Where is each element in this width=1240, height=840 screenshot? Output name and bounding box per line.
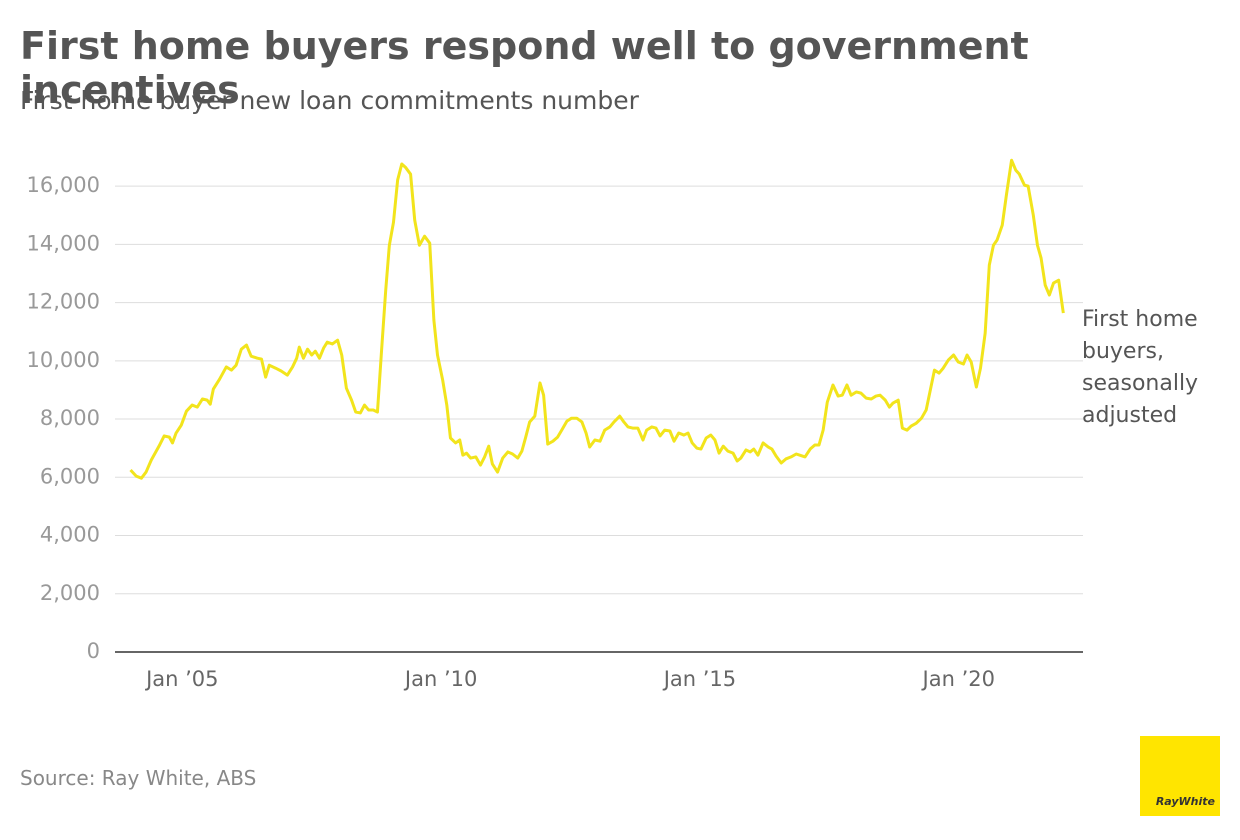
- x-tick-label: Jan ’05: [144, 667, 218, 691]
- logo: RayWhite: [1140, 736, 1220, 816]
- chart-subtitle: First home buyer new loan commitments nu…: [20, 86, 639, 115]
- y-tick-label: 16,000: [27, 173, 100, 197]
- series-line: [129, 158, 1065, 480]
- series-label: First home buyers, seasonally adjusted: [1082, 307, 1199, 428]
- y-tick-label: 14,000: [27, 231, 100, 255]
- y-tick-label: 4,000: [40, 523, 100, 547]
- y-tick-label: 2,000: [40, 581, 100, 605]
- y-tick-label: 10,000: [27, 348, 100, 372]
- logo-text: RayWhite: [1155, 795, 1215, 808]
- x-tick-label: Jan ’10: [403, 667, 477, 691]
- y-tick-label: 8,000: [40, 406, 100, 430]
- source-note: Source: Ray White, ABS: [20, 766, 257, 790]
- y-tick-label: 6,000: [40, 464, 100, 488]
- x-tick-label: Jan ’15: [662, 667, 736, 691]
- x-tick-label: Jan ’20: [921, 667, 995, 691]
- y-tick-label: 0: [87, 639, 100, 663]
- y-tick-label: 12,000: [27, 290, 100, 314]
- chart-title: First home buyers respond well to govern…: [20, 24, 1029, 112]
